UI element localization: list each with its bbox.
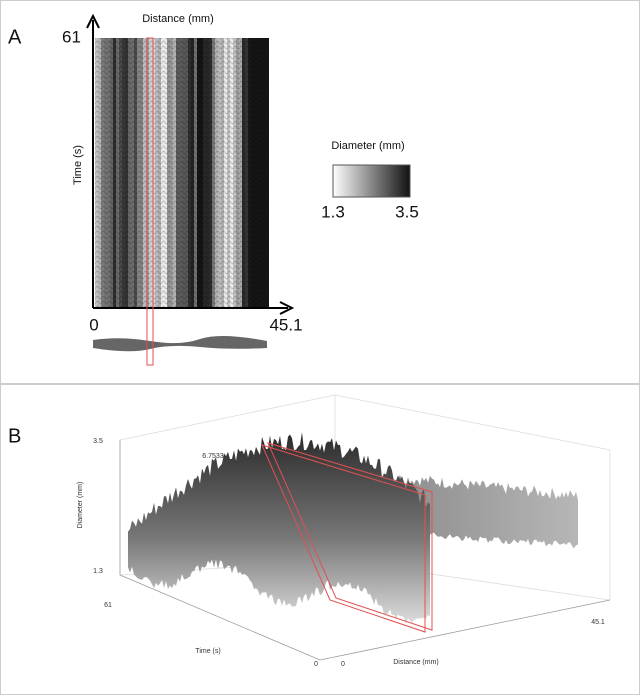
colorbar — [332, 164, 411, 198]
tick-label: 3.5 — [93, 438, 103, 445]
selection-box — [146, 37, 154, 366]
colorbar-label: 1.3 — [321, 202, 345, 221]
colorbar-label: 3.5 — [395, 202, 419, 221]
panel-label: A — [8, 26, 22, 48]
tick-label: 61 — [104, 602, 112, 609]
axis-title: Time (s) — [195, 648, 220, 655]
panel-label: B — [8, 425, 21, 447]
axis-end-label: 45.1 — [269, 315, 302, 334]
annotation: 6.7533 — [202, 453, 224, 460]
axes-front — [119, 440, 611, 661]
axis-title: Time (s) — [72, 145, 84, 185]
axis-title: Diameter (mm) — [77, 482, 84, 529]
tick-label: 1.3 — [93, 568, 103, 575]
diameter-strip — [93, 335, 267, 352]
arrow — [279, 301, 295, 315]
tick-label: 45.1 — [591, 619, 605, 626]
surface — [128, 432, 430, 624]
arrow — [86, 13, 100, 29]
axis-title: Distance (mm) — [393, 659, 439, 666]
axis-end-label: 61 — [62, 27, 81, 46]
axis-end-label: 0 — [89, 315, 98, 334]
tick-label: 0 — [341, 661, 345, 668]
selection-plane — [261, 442, 433, 633]
heatmap-stripe — [266, 38, 269, 308]
axis-title: Distance (mm) — [142, 13, 214, 25]
heatmap-texture — [95, 38, 267, 308]
colorbar-title: Diameter (mm) — [331, 140, 404, 152]
tick-label: 0 — [314, 661, 318, 668]
